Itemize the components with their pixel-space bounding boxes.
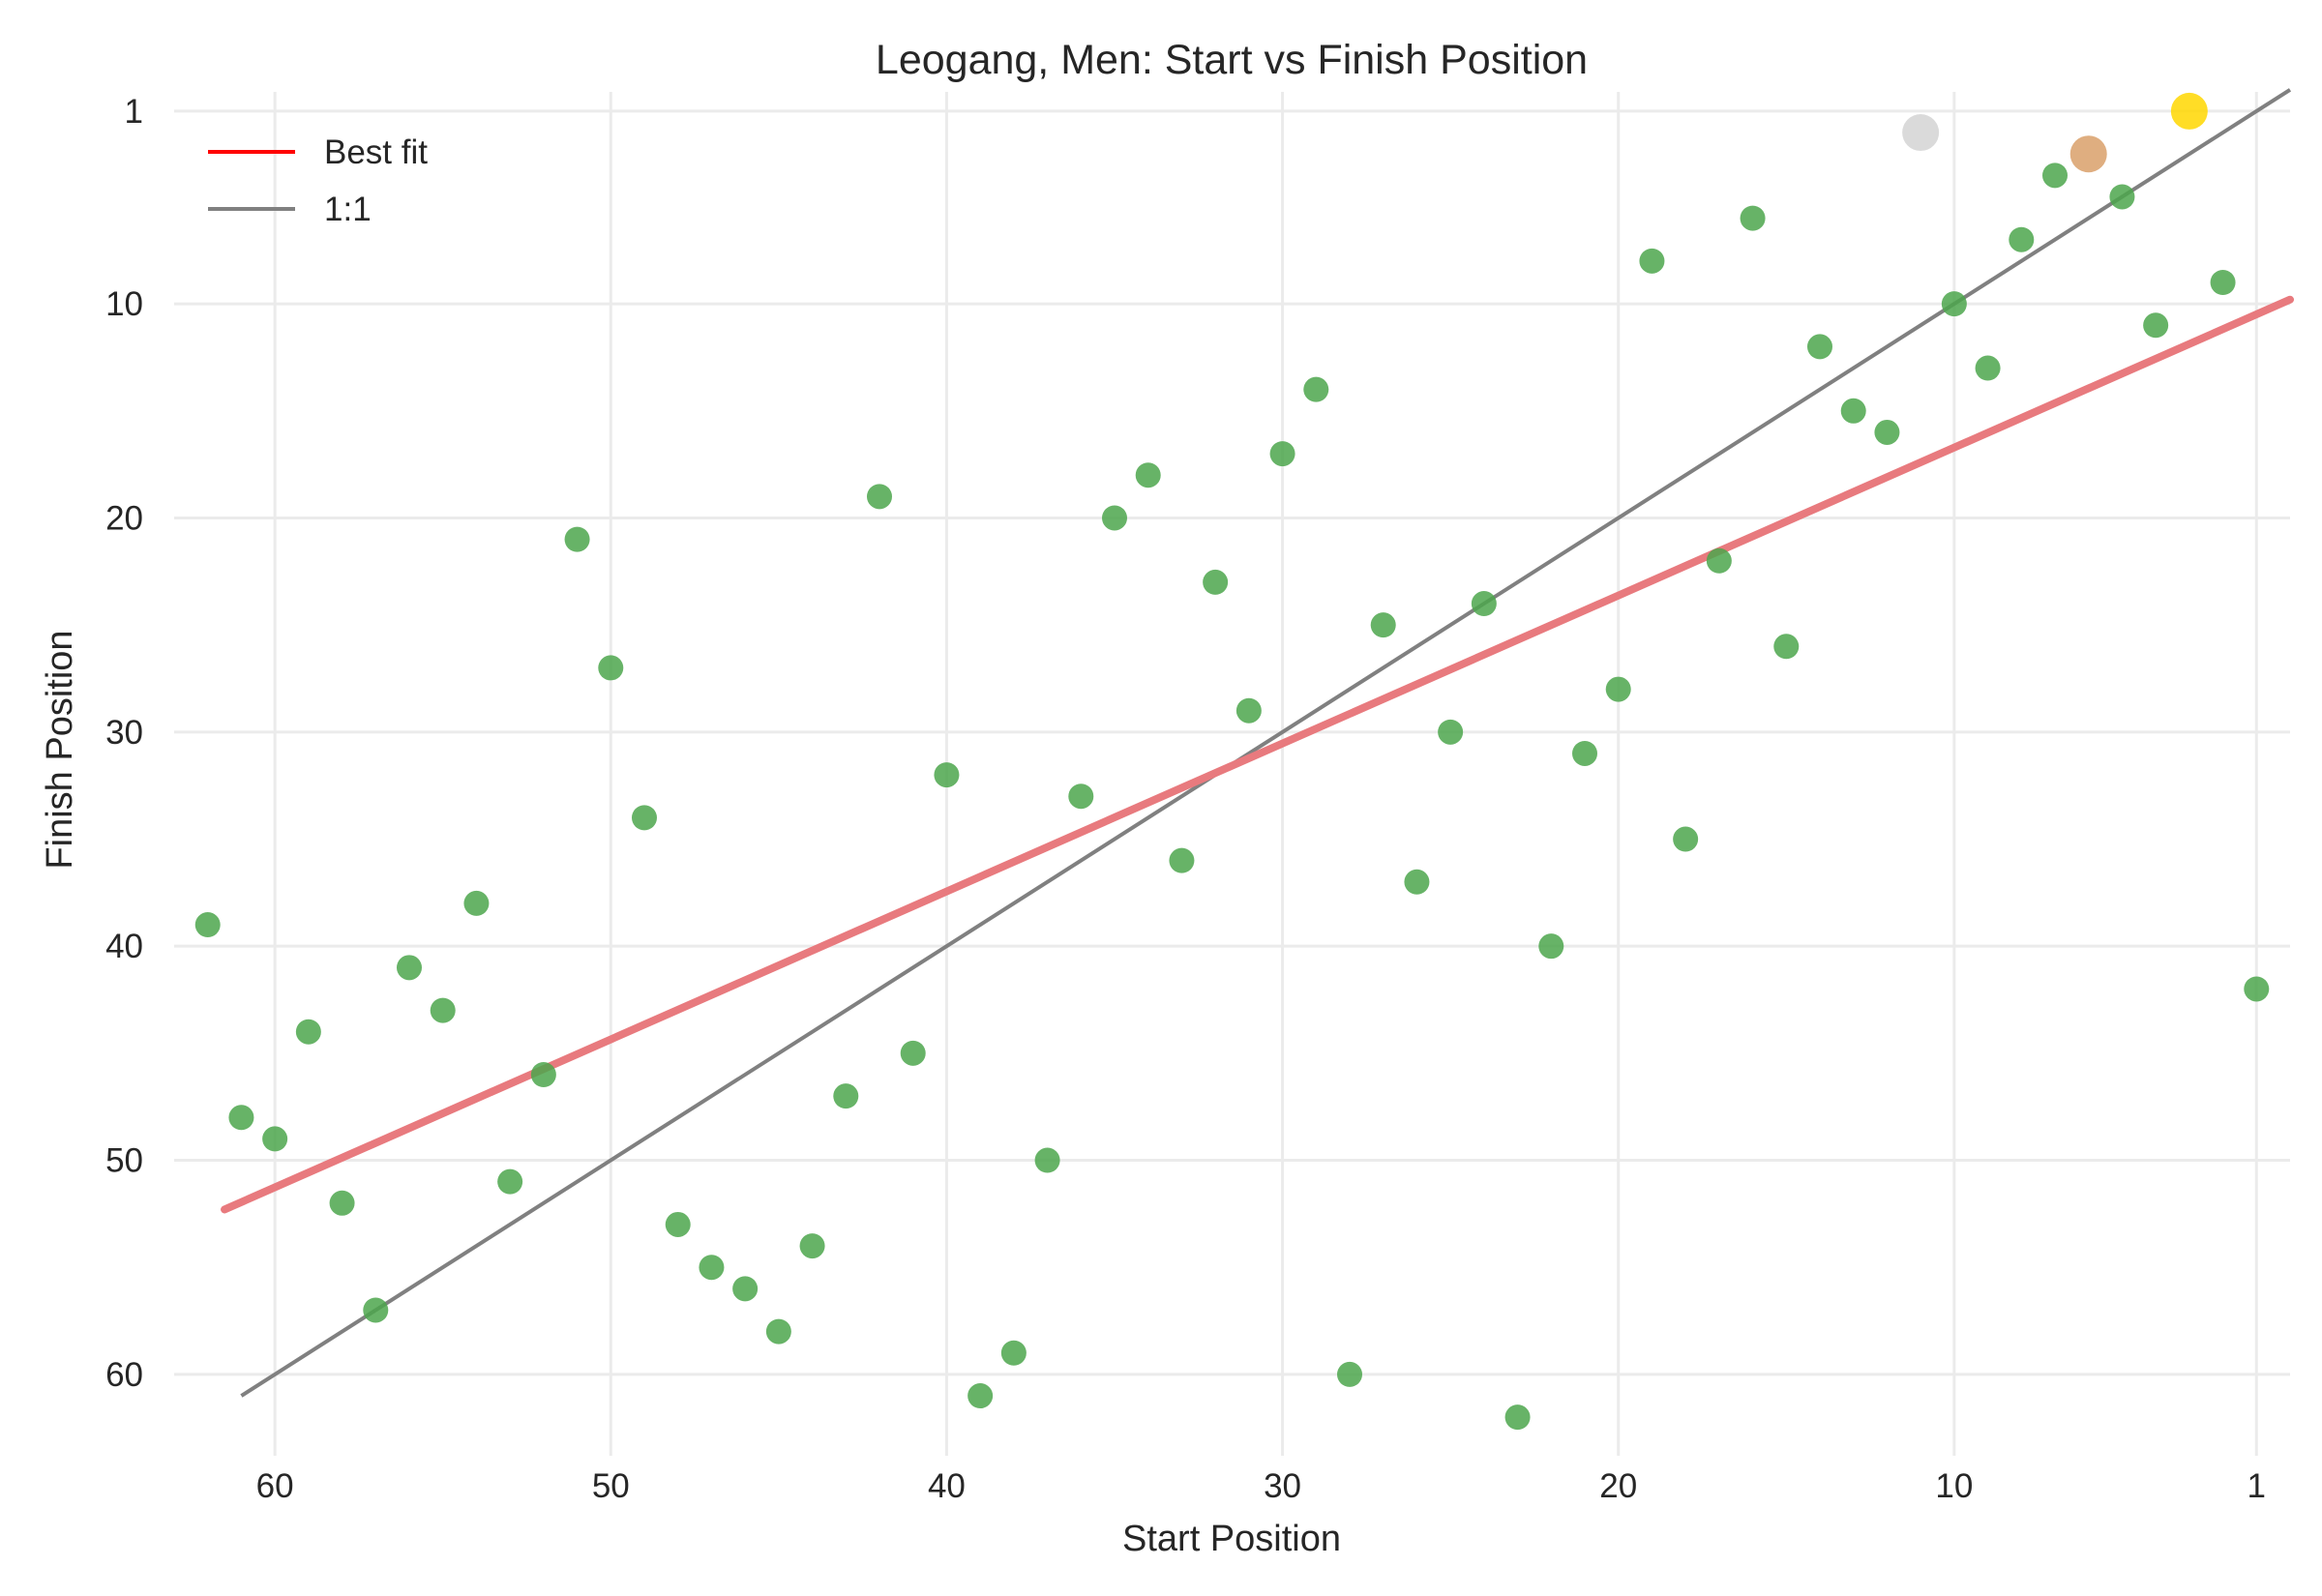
best-fit-line: [221, 295, 2294, 1214]
data-point: [1135, 462, 1161, 488]
data-point: [1605, 676, 1631, 702]
chart-title: Leogang, Men: Start vs Finish Position: [876, 37, 1588, 83]
data-point: [2244, 976, 2270, 1002]
data-point: [833, 1083, 859, 1109]
data-point: [1404, 869, 1430, 895]
data-point: [228, 1105, 254, 1131]
data-point: [295, 1019, 321, 1045]
data-point: [1773, 634, 1800, 660]
data-points: [194, 92, 2270, 1431]
data-point: [1203, 569, 1229, 595]
data-point: [1034, 1147, 1060, 1173]
legend: Best fit 1:1: [208, 133, 428, 228]
data-point: [564, 526, 590, 552]
x-tick-label: 60: [256, 1467, 294, 1505]
data-point: [430, 997, 456, 1023]
data-point: [934, 762, 960, 788]
x-tick-labels: 60 50 40 30 20 10 1: [256, 1467, 2266, 1505]
x-tick-label: 50: [592, 1467, 630, 1505]
data-point: [1303, 376, 1329, 402]
data-point: [900, 1040, 926, 1066]
data-point: [463, 890, 490, 916]
podium-point-bronze: [2069, 135, 2107, 173]
data-point: [1337, 1361, 1362, 1387]
podium-point-silver: [1902, 114, 1940, 152]
legend-label-identity: 1:1: [324, 191, 372, 228]
y-tick-label: 30: [105, 714, 143, 752]
data-point: [363, 1297, 389, 1323]
x-tick-label: 1: [2248, 1467, 2266, 1505]
data-point: [665, 1211, 691, 1237]
y-axis-label: Finish Position: [40, 630, 80, 869]
data-point: [1269, 441, 1295, 467]
data-point: [1438, 719, 1464, 745]
data-point: [194, 912, 221, 938]
data-point: [1370, 612, 1396, 638]
data-point: [1102, 505, 1127, 531]
identity-line: [240, 88, 2292, 1398]
data-point: [2042, 163, 2068, 189]
data-point: [497, 1168, 523, 1195]
data-point: [699, 1255, 725, 1281]
data-point: [968, 1383, 994, 1409]
data-point: [1068, 783, 1094, 810]
data-point: [1807, 334, 1832, 360]
grid-lines: [174, 92, 2290, 1456]
data-point: [1706, 547, 1732, 574]
reference-lines: [221, 88, 2294, 1398]
data-point: [867, 484, 892, 510]
data-point: [799, 1233, 825, 1259]
data-point: [1975, 355, 2001, 381]
data-point: [1538, 933, 1564, 960]
data-point: [765, 1318, 791, 1345]
data-point: [530, 1061, 556, 1087]
data-point: [598, 655, 624, 681]
y-tick-label: 20: [105, 499, 143, 537]
data-point: [1572, 740, 1597, 766]
y-tick-label: 60: [105, 1356, 143, 1394]
data-point: [2009, 226, 2035, 252]
data-point: [2143, 312, 2169, 339]
data-point: [262, 1126, 288, 1152]
x-tick-label: 40: [928, 1467, 966, 1505]
x-tick-label: 10: [1935, 1467, 1973, 1505]
data-point: [632, 805, 657, 831]
data-point: [1504, 1404, 1531, 1431]
data-point: [2109, 184, 2135, 210]
x-tick-label: 20: [1599, 1467, 1637, 1505]
data-point: [2210, 270, 2236, 296]
x-axis-label: Start Position: [1122, 1519, 1341, 1559]
data-point: [732, 1276, 759, 1302]
data-point: [1471, 591, 1497, 617]
data-point: [1874, 419, 1900, 445]
data-point: [329, 1190, 355, 1216]
data-point: [1000, 1340, 1027, 1366]
podium-point-gold: [2170, 92, 2208, 130]
data-point: [1639, 248, 1665, 274]
x-tick-label: 30: [1264, 1467, 1301, 1505]
y-tick-label: 50: [105, 1142, 143, 1180]
data-point: [1840, 398, 1866, 424]
y-tick-label: 10: [105, 285, 143, 323]
data-point: [1673, 826, 1699, 852]
data-point: [1740, 205, 1766, 231]
data-point: [397, 955, 422, 981]
data-point: [1941, 291, 1967, 317]
data-point: [1235, 697, 1262, 724]
y-tick-label: 40: [105, 928, 143, 965]
y-tick-labels: 1 10 20 30 40 50 60: [105, 93, 143, 1394]
legend-label-best-fit: Best fit: [324, 133, 428, 171]
y-tick-label: 1: [125, 93, 143, 131]
data-point: [1169, 847, 1195, 873]
